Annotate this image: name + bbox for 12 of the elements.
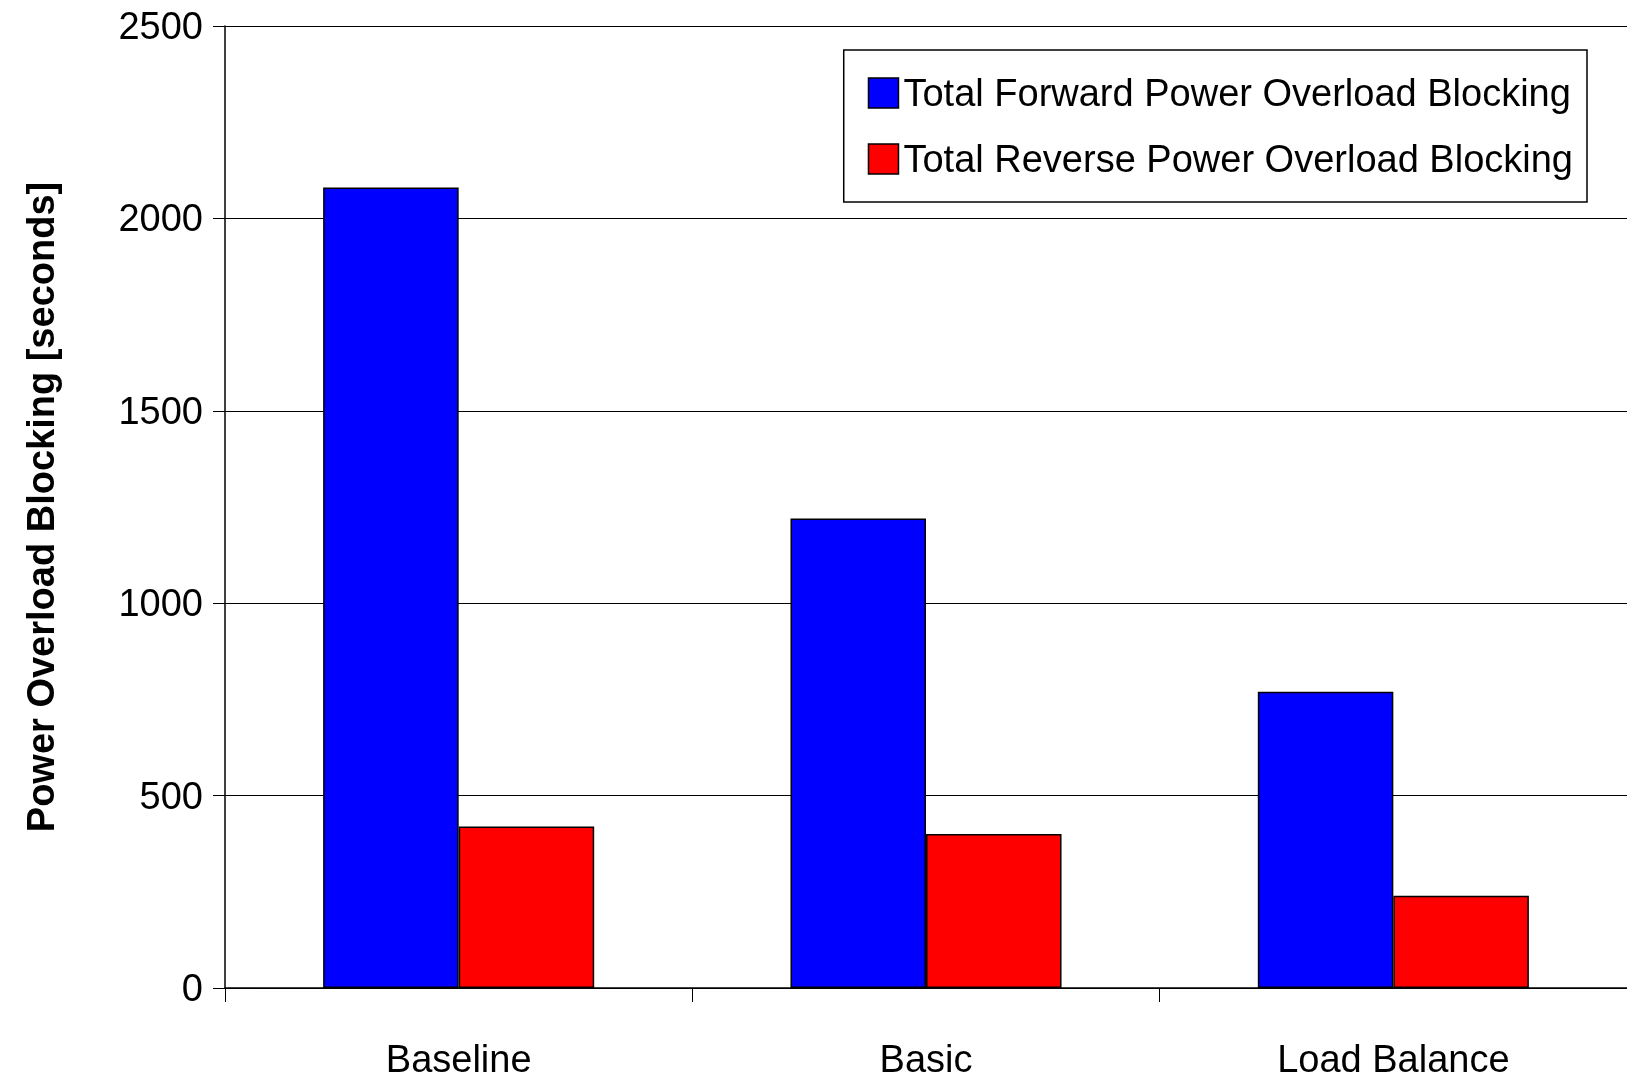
y-tick-label: 2500 [118,5,203,47]
x-tick-label: Baseline [385,1038,532,1080]
y-tick-label: 0 [181,967,203,1009]
y-axis-title: Power Overload Blocking [seconds] [20,181,62,833]
x-tick-label: Basic [879,1038,973,1080]
y-tick-label: 500 [139,774,203,817]
x-tick-label: Load Balance [1277,1038,1510,1080]
legend-label: Total Reverse Power Overload Blocking [903,138,1573,180]
y-tick-label: 1000 [118,582,203,625]
legend-label: Total Forward Power Overload Blocking [903,72,1571,114]
y-tick-label: 2000 [118,197,203,240]
y-tick-label: 1500 [118,389,203,432]
